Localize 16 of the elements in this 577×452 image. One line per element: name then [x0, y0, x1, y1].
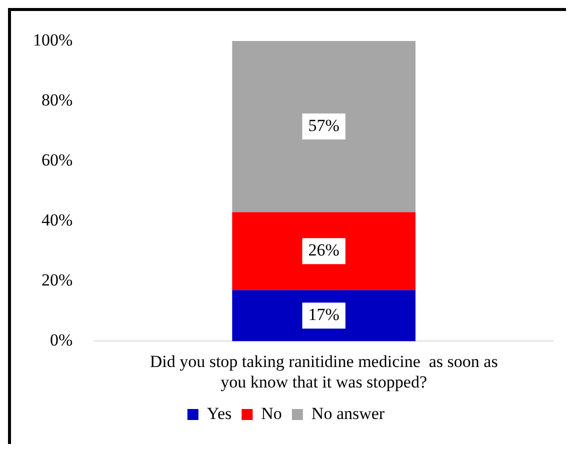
data-label: 26%	[308, 240, 340, 260]
y-tick-label: 60%	[41, 150, 73, 170]
bar	[232, 41, 416, 212]
bar	[232, 212, 416, 290]
x-tick-label: Did you stop taking ranitidine medicine as soon as you know that it was stopped?	[150, 352, 498, 392]
legend-label: No answer	[311, 404, 385, 423]
data-label: 57%	[308, 116, 340, 136]
y-tick-label: 0%	[50, 330, 73, 350]
y-tick-label: 100%	[32, 30, 73, 50]
y-tick-label: 20%	[41, 270, 73, 290]
bar	[232, 290, 416, 342]
y-tick-label: 40%	[41, 210, 73, 230]
legend-label: No	[261, 404, 282, 423]
data-label: 17%	[308, 305, 340, 324]
y-tick-label: 80%	[41, 90, 73, 110]
legend-label: Yes	[206, 404, 232, 423]
